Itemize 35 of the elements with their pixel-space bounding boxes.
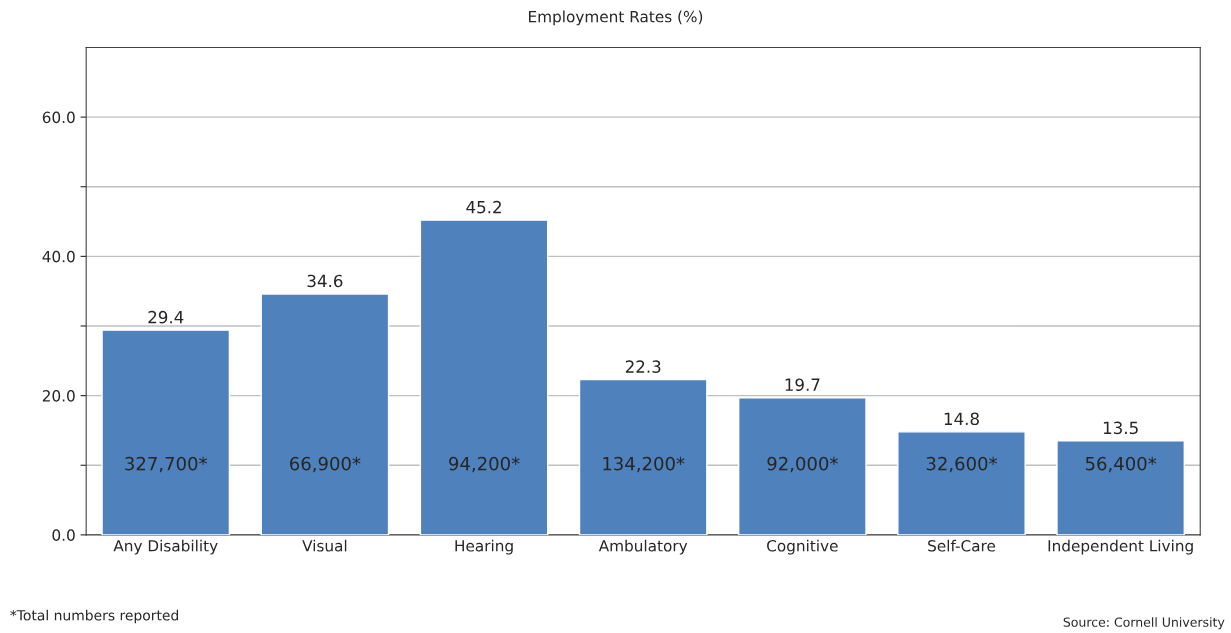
- y-tick-label: 40.0: [42, 250, 75, 263]
- data-label: 19.7: [785, 378, 820, 391]
- data-label: 14.8: [944, 412, 979, 426]
- x-tick-label: Cognitive: [767, 539, 838, 555]
- bar: [897, 431, 1026, 535]
- x-tick-label: Self-Care: [928, 539, 996, 552]
- data-label: 29.4: [148, 310, 184, 324]
- x-tick-label: Any Disability: [113, 539, 218, 555]
- data-label: 13.5: [1103, 421, 1138, 435]
- source-note: Source: Cornell University: [1063, 617, 1225, 630]
- x-tick-label: Ambulatory: [598, 539, 688, 555]
- bar: [578, 378, 708, 535]
- bar: [260, 293, 390, 535]
- x-tick-label: Visual: [302, 539, 347, 552]
- bar: [1056, 440, 1186, 535]
- annotation: 56,400*: [1085, 456, 1157, 473]
- bar: [737, 397, 867, 535]
- x-tick-label: Independent Living: [1048, 539, 1193, 555]
- data-label: 34.6: [307, 274, 343, 288]
- data-label: 45.2: [466, 200, 501, 214]
- text: *Total numbers reported: [10, 609, 179, 624]
- bar: [419, 219, 549, 535]
- y-tick-label: 20.0: [42, 390, 75, 402]
- chart-title: Employment Rates (%): [529, 10, 703, 26]
- annotation: 66,900*: [290, 456, 361, 473]
- annotation: 134,200*: [603, 456, 685, 473]
- y-tick-label: 0.0: [52, 529, 75, 541]
- annotation: 32,600*: [926, 456, 998, 473]
- annotation: 94,200*: [449, 456, 520, 473]
- bar: [101, 329, 231, 535]
- y-tick-label: 60.0: [42, 111, 75, 124]
- data-label: 22.3: [625, 360, 661, 373]
- annotation: 92,000*: [767, 456, 838, 473]
- x-tick-label: Hearing: [455, 539, 513, 555]
- annotation: 327,700*: [125, 456, 208, 473]
